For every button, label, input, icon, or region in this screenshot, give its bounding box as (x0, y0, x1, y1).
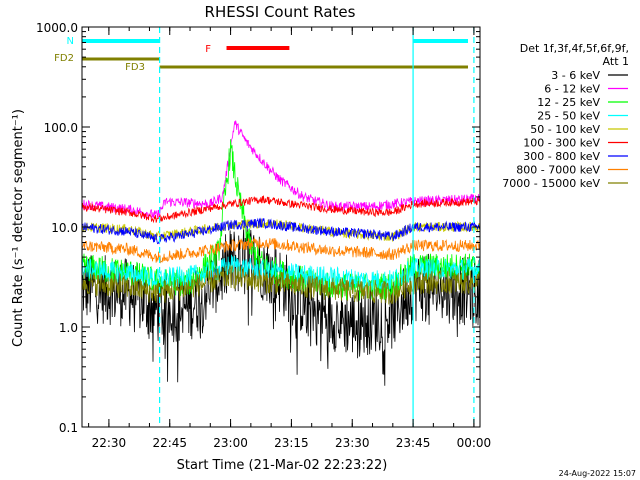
annotation-label-f: F (205, 44, 211, 55)
legend-label-4: 50 - 100 keV (530, 123, 600, 136)
legend-label-6: 300 - 800 keV (523, 150, 600, 163)
annotation-label-fd2: FD2 (54, 53, 74, 64)
x-tick-label-4: 23:30 (335, 436, 370, 450)
x-tick-label-6: 00:00 (457, 436, 492, 450)
series-line-0 (81, 226, 481, 386)
timestamp: 24-Aug-2022 15:07 (559, 469, 636, 478)
x-axis-label: Start Time (21-Mar-02 22:23:22) (177, 458, 388, 473)
x-tick-label-3: 23:15 (274, 436, 309, 450)
legend-label-5: 100 - 300 keV (523, 137, 600, 150)
tick-labels: 22:30 22:45 23:00 23:15 23:30 23:45 00:00 0.1 1.… (36, 21, 491, 450)
chart-title: RHESSI Count Rates (205, 3, 356, 21)
x-tick-label-5: 23:45 (396, 436, 431, 450)
y-tick-label-4: 1000.0 (36, 21, 78, 35)
annotation-layer: N FD2 FD3 F (54, 27, 475, 427)
plot-area (81, 120, 481, 386)
legend-title-line-1: Att 1 (603, 55, 629, 68)
legend-label-1: 6 - 12 keV (544, 83, 600, 96)
y-tick-label-0: 0.1 (59, 421, 78, 435)
x-tick-label-2: 23:00 (213, 436, 248, 450)
y-tick-label-3: 100.0 (44, 121, 78, 135)
legend-label-7: 800 - 7000 keV (516, 164, 600, 177)
y-tick-label-2: 10.0 (51, 221, 78, 235)
annotation-label-fd3: FD3 (125, 62, 145, 73)
x-tick-label-0: 22:30 (92, 436, 127, 450)
legend-label-2: 12 - 25 keV (537, 96, 600, 109)
legend-title-line-0: Det 1f,3f,4f,5f,6f,9f, (520, 42, 629, 55)
legend-label-0: 3 - 6 keV (551, 69, 600, 82)
y-axis-label: Count Rate (s⁻¹ detector segment⁻¹) (11, 109, 26, 347)
y-tick-label-1: 1.0 (59, 321, 78, 335)
annotation-label-n: N (67, 36, 74, 47)
legend-label-8: 7000 - 15000 keV (502, 177, 600, 190)
x-tick-label-1: 22:45 (152, 436, 187, 450)
legend-label-3: 25 - 50 keV (537, 110, 600, 123)
